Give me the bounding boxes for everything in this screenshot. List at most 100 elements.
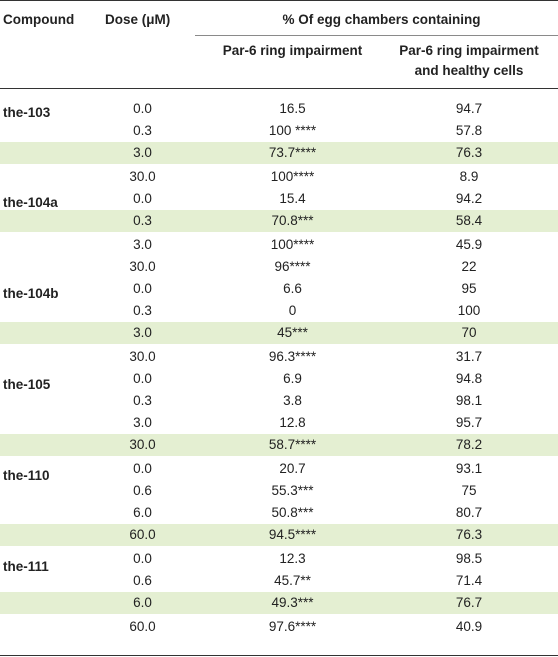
dose-cell: 60.0	[129, 527, 156, 542]
table-row: 0.0 15.4 94.2	[0, 188, 558, 210]
healthy-cell: 98.1	[455, 393, 483, 408]
dose-cell: 60.0	[129, 619, 156, 634]
table-row: 30.0 100**** 8.9	[0, 166, 558, 188]
dose-cell: 6.0	[133, 505, 152, 520]
healthy-cell: 95	[461, 281, 477, 296]
healthy-cell: 94.2	[455, 191, 483, 206]
dose-cell: 3.0	[133, 415, 152, 430]
dose-cell: 3.0	[133, 325, 152, 340]
par6-cell: 0	[288, 303, 297, 318]
healthy-cell: 98.5	[455, 551, 483, 566]
healthy-cell: 93.1	[455, 461, 483, 476]
healthy-cell: 57.8	[455, 123, 483, 138]
par6-cell: 16.5	[279, 101, 306, 116]
healthy-cell: 70	[461, 325, 477, 340]
par6-cell: 6.6	[283, 281, 302, 296]
par6-cell: 45***	[277, 325, 308, 340]
par6-cell: 100****	[270, 237, 315, 252]
dose-cell: 0.0	[133, 461, 152, 476]
par6-cell: 20.7	[279, 461, 306, 476]
header-healthy-line1: Par-6 ring impairment	[399, 43, 539, 58]
table-row: 0.0 20.7 93.1	[0, 458, 558, 480]
table-row: 6.0 50.8*** 80.7	[0, 502, 558, 524]
compound-label: the-111	[3, 559, 49, 574]
healthy-cell: 100	[457, 303, 481, 318]
dose-cell: 0.3	[133, 213, 152, 228]
healthy-cell: 75	[461, 483, 477, 498]
table-row: 0.0 12.3 98.5	[0, 548, 558, 570]
healthy-cell: 31.7	[455, 349, 483, 364]
dose-cell: 0.3	[133, 393, 152, 408]
par6-cell: 15.4	[279, 191, 306, 206]
par6-cell: 70.8***	[271, 213, 314, 228]
table-row: 60.0 94.5**** 76.3	[0, 524, 558, 546]
healthy-cell: 71.4	[455, 573, 483, 588]
compound-label: the-104a	[3, 195, 58, 210]
dose-cell: 0.6	[133, 483, 152, 498]
table-row: 3.0 45*** 70	[0, 322, 558, 344]
compound-label: the-104b	[3, 286, 59, 301]
par6-cell: 58.7****	[268, 437, 317, 452]
par6-cell: 50.8***	[271, 505, 314, 520]
header-bottom-rule	[0, 88, 558, 89]
header-healthy-line2: and healthy cells	[414, 63, 524, 78]
par6-cell: 55.3***	[271, 483, 314, 498]
par6-cell: 94.5****	[268, 527, 317, 542]
table-row: 30.0 58.7**** 78.2	[0, 434, 558, 456]
healthy-cell: 76.7	[455, 595, 483, 610]
dose-cell: 6.0	[133, 595, 152, 610]
healthy-cell: 40.9	[455, 619, 483, 634]
dose-cell: 3.0	[133, 145, 152, 160]
table-row: 30.0 96**** 22	[0, 256, 558, 278]
healthy-cell: 8.9	[459, 169, 479, 184]
dose-cell: 0.0	[133, 101, 152, 116]
par6-cell: 6.9	[283, 371, 302, 386]
dose-cell: 0.3	[133, 123, 152, 138]
compound-label: the-103	[3, 105, 51, 120]
header-compound: Compound	[3, 12, 75, 27]
healthy-cell: 95.7	[455, 415, 483, 430]
healthy-cell: 22	[461, 259, 477, 274]
healthy-cell: 80.7	[455, 505, 483, 520]
table-row: 3.0 73.7**** 76.3	[0, 142, 558, 164]
par6-cell: 96.3****	[268, 349, 317, 364]
table-row: 30.0 96.3**** 31.7	[0, 346, 558, 368]
par6-cell: 45.7**	[274, 573, 311, 588]
table-bottom-rule	[0, 655, 558, 656]
dose-cell: 0.6	[133, 573, 152, 588]
healthy-cell: 94.7	[455, 101, 483, 116]
par6-cell: 100 ****	[268, 123, 317, 138]
par6-cell: 100****	[270, 169, 315, 184]
dose-cell: 0.0	[133, 551, 152, 566]
healthy-cell: 78.2	[455, 437, 483, 452]
dose-cell: 30.0	[129, 437, 156, 452]
table-row: 6.0 49.3*** 76.7	[0, 592, 558, 614]
compound-label: the-105	[3, 377, 51, 392]
header-par6: Par-6 ring impairment	[222, 43, 363, 58]
par6-cell: 12.3	[279, 551, 306, 566]
table-row: 0.3 70.8*** 58.4	[0, 210, 558, 232]
healthy-cell: 45.9	[455, 237, 483, 252]
table-row: 0.3 3.8 98.1	[0, 390, 558, 412]
table-row: 0.3 0 100	[0, 300, 558, 322]
table-row: 0.3 100 **** 57.8	[0, 120, 558, 142]
table-row: 3.0 100**** 45.9	[0, 234, 558, 256]
header-group-rule	[195, 35, 558, 36]
dose-cell: 0.0	[133, 371, 152, 386]
dose-cell: 0.3	[133, 303, 152, 318]
dose-cell: 30.0	[129, 169, 156, 184]
table-row: 0.0 6.6 95	[0, 278, 558, 300]
dose-cell: 3.0	[133, 237, 152, 252]
header-group: % Of egg chambers containing	[282, 12, 481, 27]
table-row: 3.0 12.8 95.7	[0, 412, 558, 434]
compound-label: the-110	[3, 468, 50, 483]
par6-cell: 96****	[274, 259, 311, 274]
par6-cell: 12.8	[279, 415, 306, 430]
dose-cell: 30.0	[129, 259, 156, 274]
table-top-rule	[0, 0, 558, 1]
par6-cell: 3.8	[283, 393, 302, 408]
table-row: 0.6 55.3*** 75	[0, 480, 558, 502]
dose-cell: 0.0	[133, 191, 152, 206]
